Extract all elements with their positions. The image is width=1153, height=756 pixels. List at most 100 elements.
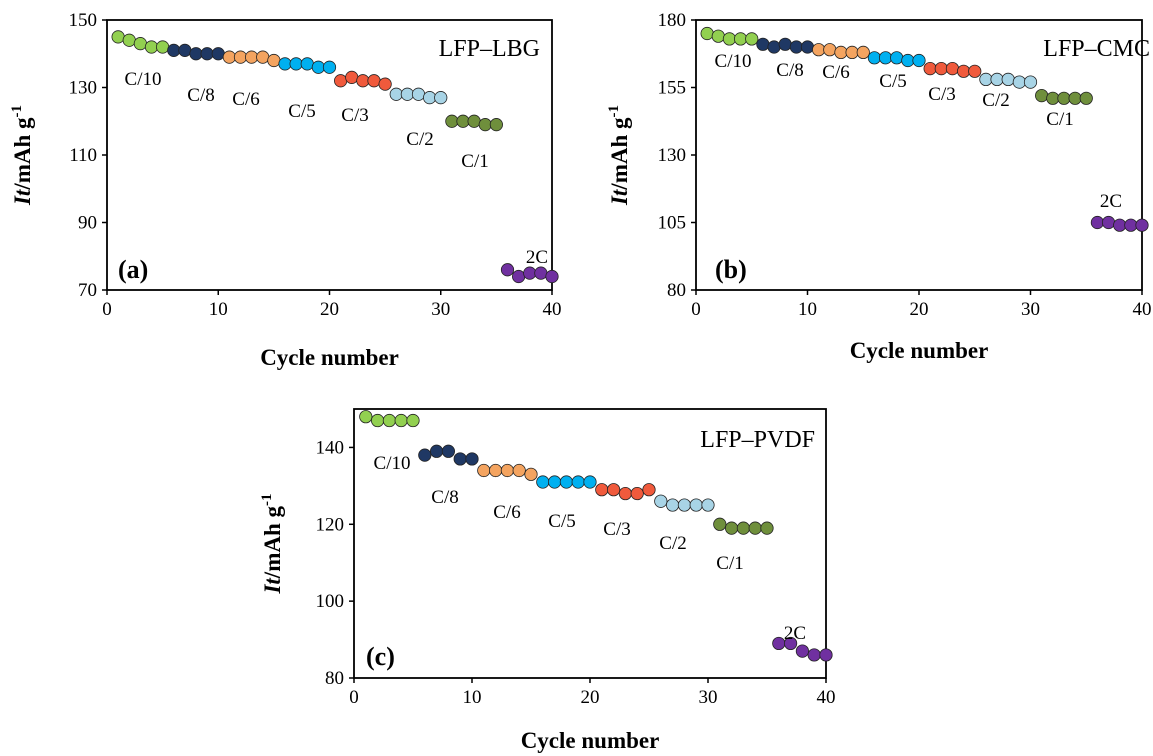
data-point-C-8 — [767, 40, 781, 54]
x-tick-label: 20 — [581, 687, 600, 708]
data-point-C-3 — [618, 486, 633, 501]
y-tick-label: 110 — [69, 145, 97, 166]
x-axis-title: Cycle number — [260, 345, 399, 370]
series-label: C/3 — [341, 105, 368, 126]
series-label: C/3 — [928, 84, 955, 105]
data-point-C-6 — [512, 463, 526, 478]
series-label: 2C — [784, 623, 806, 644]
data-point-C-8 — [465, 452, 479, 466]
data-point-C-3 — [945, 61, 960, 76]
data-point-C-8 — [211, 47, 225, 61]
y-tick-label: 180 — [658, 10, 687, 31]
data-point-C-6 — [524, 467, 538, 481]
data-point-C-8 — [453, 452, 467, 466]
data-point-C-5 — [901, 53, 915, 68]
data-point-C-3 — [934, 61, 948, 76]
data-point-C-1 — [1035, 89, 1049, 103]
y-axis-title-superscript: -1 — [259, 493, 275, 506]
x-tick-label: 40 — [817, 687, 836, 708]
y-tick-label: 105 — [658, 213, 687, 234]
panel-label: (c) — [366, 642, 395, 671]
data-point-C-5 — [583, 475, 597, 489]
y-axis-title-unit: /mAh g — [607, 117, 632, 191]
x-tick-label: 0 — [691, 299, 701, 320]
y-axis-title-italic: It — [607, 189, 632, 206]
data-point-C-10 — [711, 29, 725, 43]
x-tick-label: 0 — [102, 299, 112, 320]
chart-panel-1: 0 10 20 30 40 80 105 130 155 180 Cycle number It/mA… — [606, 10, 1152, 363]
data-point-C-8 — [778, 37, 792, 51]
data-point-C-6 — [477, 463, 491, 478]
y-axis-title-italic: It — [260, 578, 285, 595]
data-point-C-10 — [156, 40, 170, 54]
series-label: C/5 — [288, 101, 315, 122]
data-point-C-10 — [700, 26, 714, 41]
series-label: C/10 — [715, 51, 752, 72]
y-tick-label: 150 — [69, 10, 98, 31]
data-point-C-6 — [500, 463, 514, 478]
chart-panel-0: 0 10 20 30 40 70 90 110 130 150 Cycle number It/mAh… — [9, 10, 562, 370]
data-point-C-10 — [111, 30, 125, 44]
series-label: C/8 — [776, 60, 803, 81]
series-label: C/2 — [659, 533, 686, 554]
data-point-2C — [545, 269, 559, 284]
y-tick-label: 70 — [78, 280, 97, 301]
series-label: C/6 — [493, 502, 520, 523]
y-axis-title: It/mAh g-1 — [259, 493, 285, 594]
data-point-C-6 — [256, 50, 270, 64]
data-point-C-3 — [968, 64, 982, 78]
data-point-C-6 — [823, 43, 837, 57]
data-point-2C — [500, 263, 515, 277]
x-axis-title: Cycle number — [850, 338, 989, 363]
data-point-C-8 — [418, 448, 432, 462]
x-tick-label: 20 — [910, 299, 929, 320]
y-axis-title-superscript: -1 — [9, 105, 25, 118]
data-point-C-8 — [441, 444, 455, 458]
series-label: C/2 — [406, 129, 433, 150]
y-axis-title-unit: /mAh g — [10, 117, 35, 191]
data-point-C-3 — [606, 483, 621, 497]
data-point-2C — [795, 644, 810, 658]
data-point-C-6 — [267, 53, 281, 68]
series-label: C/5 — [879, 71, 906, 92]
y-axis-title-italic: It — [10, 189, 35, 206]
data-point-C-2 — [677, 498, 692, 512]
data-point-C-2 — [400, 87, 414, 101]
y-tick-label: 90 — [78, 213, 97, 234]
data-point-C-2 — [423, 91, 437, 105]
y-axis-title-unit: /mAh g — [260, 505, 285, 579]
data-point-C-5 — [278, 57, 292, 71]
x-tick-label: 30 — [431, 299, 450, 320]
series-label: C/6 — [232, 89, 259, 110]
series-label: 2C — [1100, 191, 1122, 212]
data-point-C-1 — [724, 521, 739, 535]
data-point-C-6 — [856, 45, 870, 60]
y-tick-label: 100 — [316, 591, 345, 612]
data-point-C-10 — [133, 37, 147, 51]
data-point-C-10 — [394, 413, 408, 428]
data-point-C-5 — [536, 475, 550, 489]
data-point-C-1 — [456, 114, 470, 128]
data-point-C-2 — [654, 494, 668, 508]
series-label: C/1 — [1046, 109, 1073, 130]
data-point-C-8 — [189, 47, 203, 61]
chart-title: LFP–PVDF — [700, 427, 815, 453]
data-point-C-3 — [630, 486, 644, 501]
data-point-C-8 — [200, 47, 214, 61]
data-point-C-10 — [382, 413, 396, 428]
series-label: C/10 — [374, 453, 411, 474]
data-point-C-8 — [789, 40, 803, 54]
data-point-2C — [819, 648, 833, 662]
data-point-C-1 — [489, 118, 503, 132]
data-point-C-1 — [1057, 91, 1071, 105]
data-point-C-1 — [736, 521, 751, 535]
data-point-C-6 — [222, 50, 236, 64]
x-tick-label: 30 — [699, 687, 718, 708]
y-axis-title: It/mAh g-1 — [606, 105, 632, 206]
data-point-C-5 — [547, 475, 562, 489]
data-point-C-2 — [434, 91, 448, 105]
data-point-C-2 — [990, 72, 1004, 87]
data-point-C-2 — [689, 498, 703, 512]
series-label: C/3 — [603, 519, 630, 540]
data-point-C-5 — [867, 51, 882, 65]
